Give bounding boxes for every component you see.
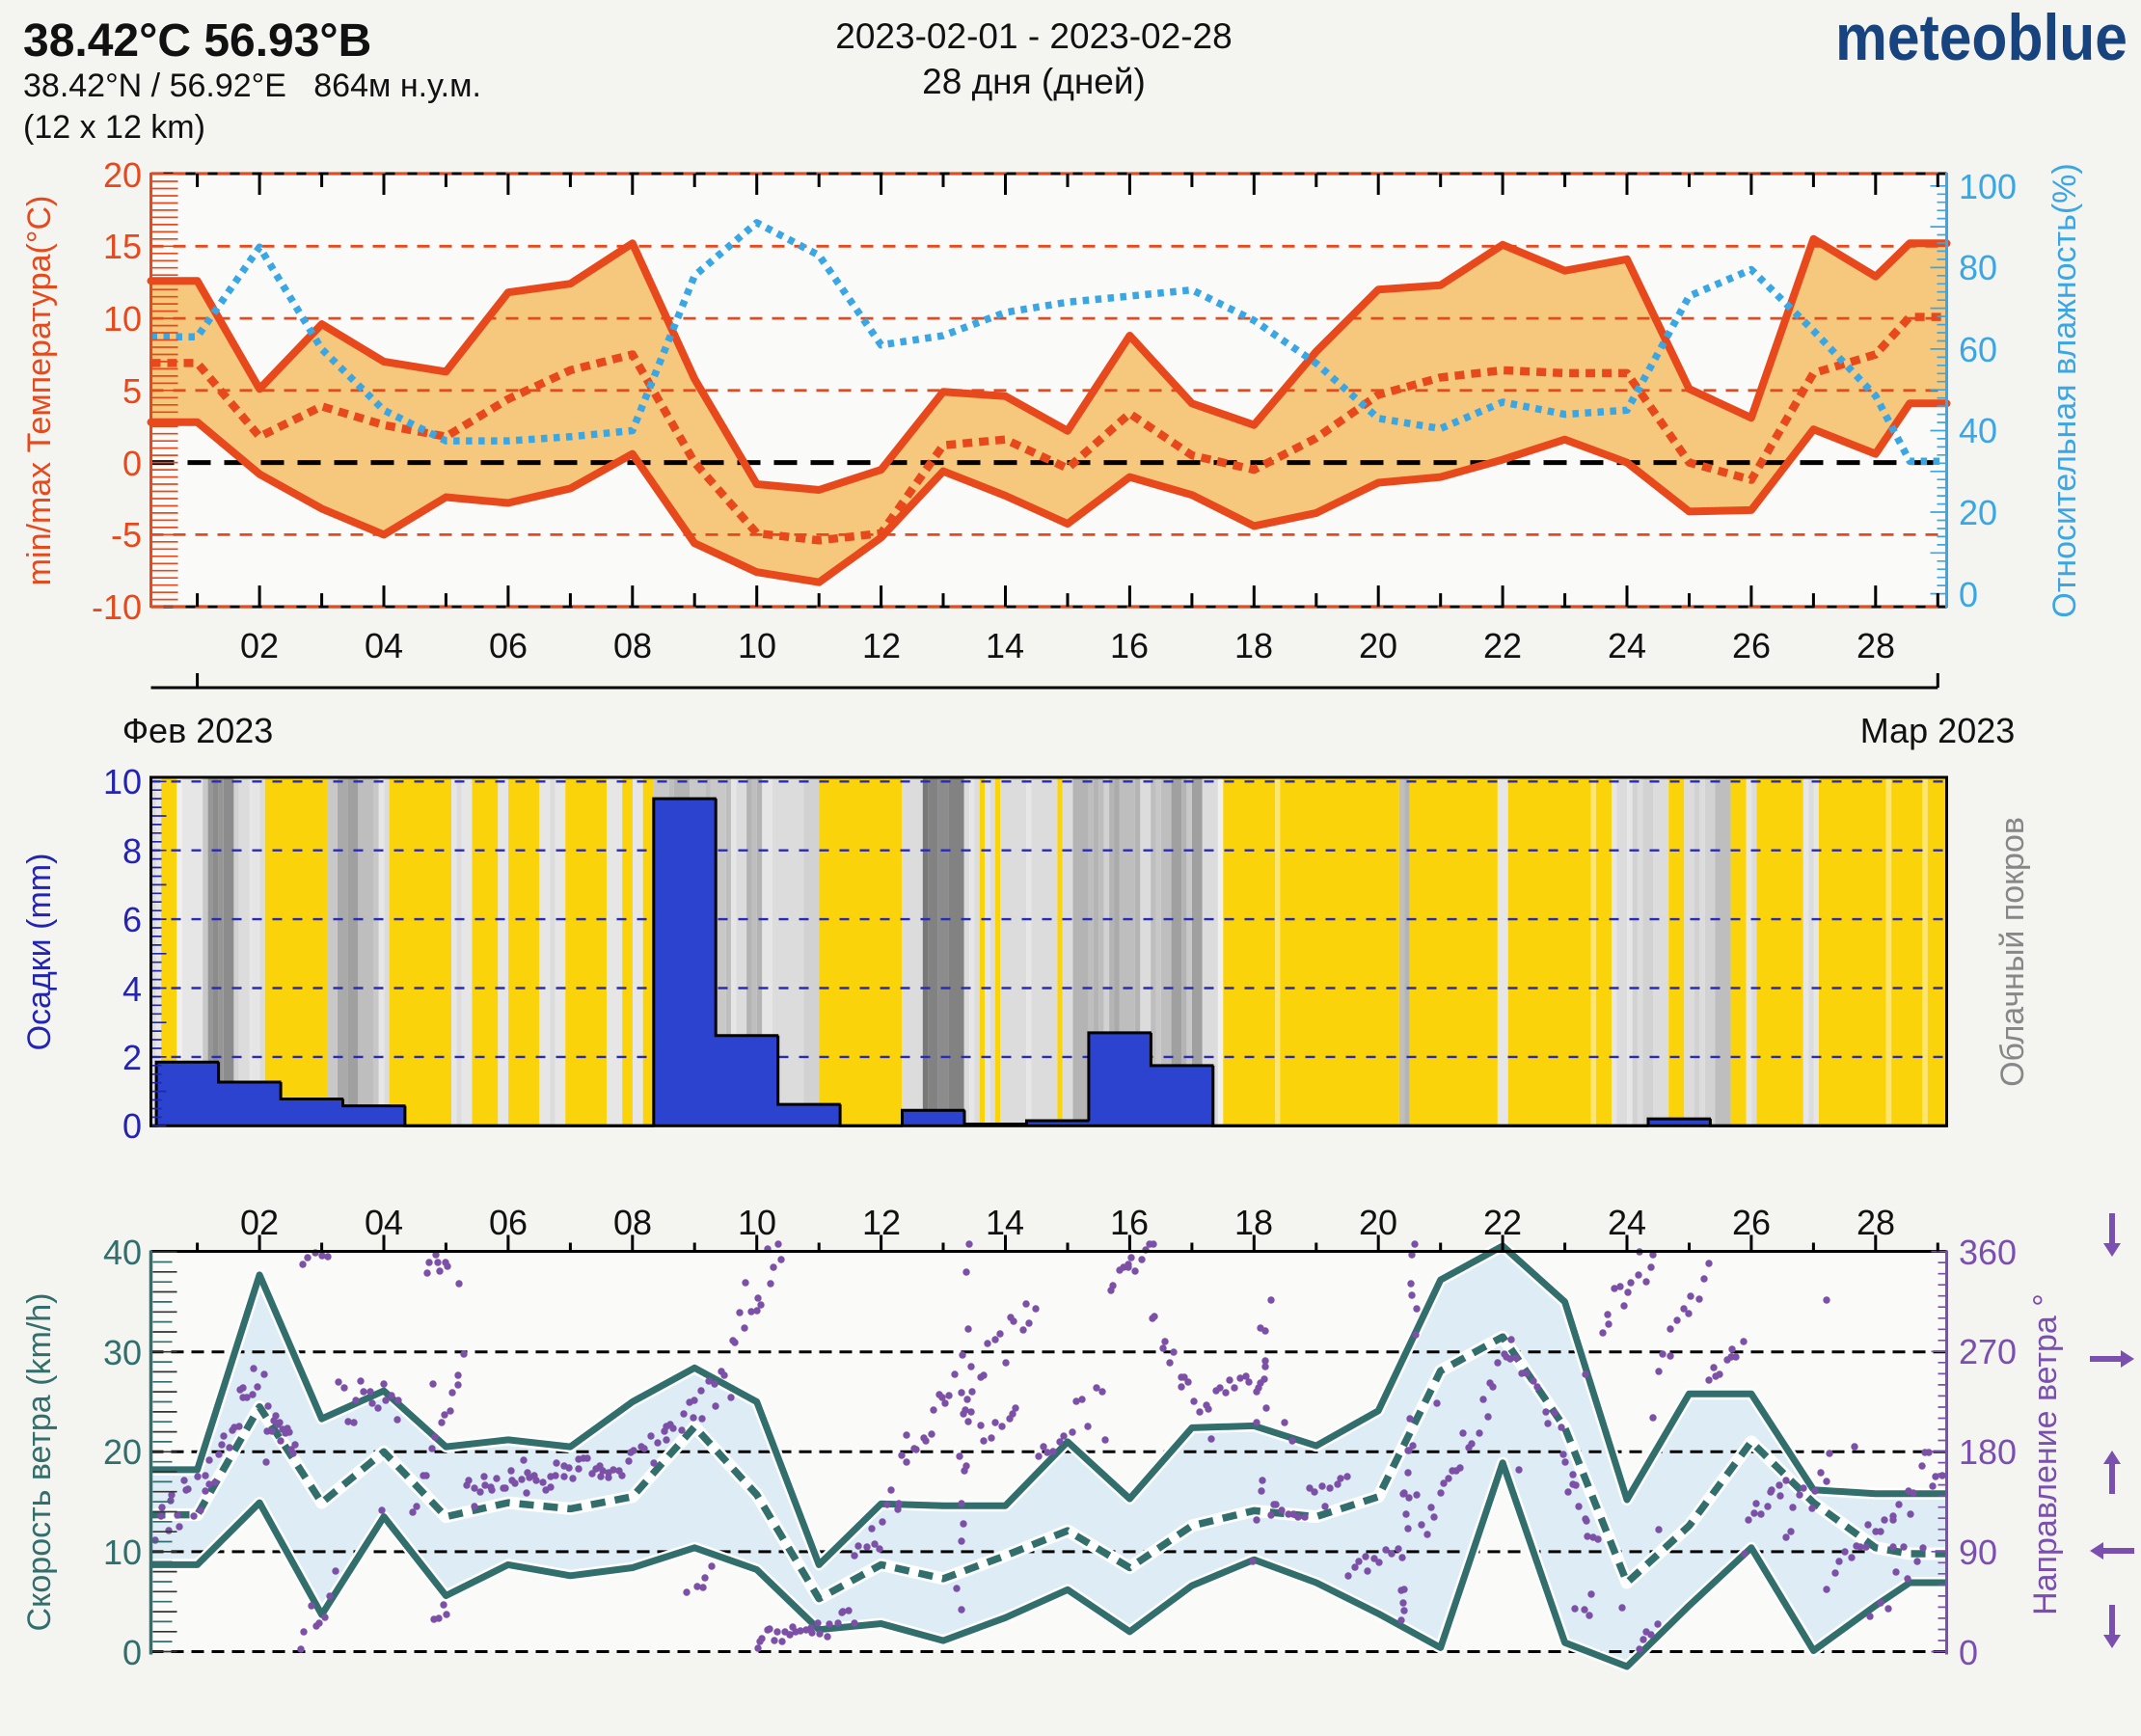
- svg-text:26: 26: [1732, 1203, 1771, 1242]
- svg-text:24: 24: [1608, 1203, 1646, 1242]
- svg-text:40: 40: [1959, 411, 1997, 450]
- svg-text:16: 16: [1110, 626, 1149, 665]
- svg-text:04: 04: [365, 626, 403, 665]
- svg-text:04: 04: [365, 1203, 403, 1242]
- svg-text:6: 6: [122, 900, 142, 939]
- svg-text:18: 18: [1234, 626, 1273, 665]
- svg-text:06: 06: [489, 626, 528, 665]
- svg-text:40: 40: [103, 1233, 142, 1272]
- svg-text:10: 10: [103, 1533, 142, 1572]
- svg-text:100: 100: [1959, 167, 2017, 206]
- svg-text:2: 2: [122, 1038, 142, 1077]
- svg-text:28: 28: [1856, 1203, 1895, 1242]
- svg-text:10: 10: [738, 626, 776, 665]
- svg-text:08: 08: [613, 1203, 652, 1242]
- svg-text:0: 0: [122, 1633, 142, 1672]
- svg-text:06: 06: [489, 1203, 528, 1242]
- svg-text:-10: -10: [92, 587, 142, 627]
- svg-text:12: 12: [862, 1203, 901, 1242]
- svg-text:20: 20: [103, 1432, 142, 1472]
- svg-text:0: 0: [122, 1106, 142, 1146]
- svg-text:20: 20: [103, 155, 142, 195]
- svg-text:16: 16: [1110, 1203, 1149, 1242]
- svg-text:Мар 2023: Мар 2023: [1860, 711, 2016, 750]
- svg-text:5: 5: [122, 371, 142, 411]
- svg-text:-5: -5: [111, 515, 142, 555]
- svg-text:Относительная влажность(%): Относительная влажность(%): [2046, 163, 2083, 617]
- svg-text:270: 270: [1959, 1332, 2017, 1371]
- svg-text:22: 22: [1483, 626, 1522, 665]
- svg-text:(12 x 12 km): (12 x 12 km): [23, 109, 205, 146]
- svg-text:0: 0: [1959, 575, 1978, 614]
- svg-text:360: 360: [1959, 1233, 2017, 1272]
- svg-text:38.42°N / 56.92°E 864м н.у.м: 38.42°N / 56.92°E 864м н.у.м.: [23, 68, 481, 104]
- svg-text:20: 20: [1359, 626, 1397, 665]
- svg-text:02: 02: [240, 626, 279, 665]
- svg-text:10: 10: [738, 1203, 776, 1242]
- svg-text:2023-02-01 - 2023-02-28: 2023-02-01 - 2023-02-28: [835, 16, 1232, 56]
- svg-text:10: 10: [103, 762, 142, 801]
- svg-text:28: 28: [1856, 626, 1895, 665]
- svg-text:meteoblue: meteoblue: [1835, 1, 2127, 74]
- svg-text:20: 20: [1359, 1203, 1397, 1242]
- svg-text:4: 4: [122, 969, 142, 1009]
- svg-text:0: 0: [122, 444, 142, 483]
- svg-text:90: 90: [1959, 1533, 1997, 1572]
- svg-text:26: 26: [1732, 626, 1771, 665]
- svg-text:08: 08: [613, 626, 652, 665]
- svg-text:14: 14: [986, 626, 1024, 665]
- svg-text:Направление ветра °: Направление ветра °: [2027, 1293, 2064, 1615]
- svg-text:Осадки (mm): Осадки (mm): [21, 854, 58, 1051]
- svg-text:02: 02: [240, 1203, 279, 1242]
- svg-text:Скорость ветра (km/h): Скорость ветра (km/h): [21, 1293, 58, 1632]
- svg-text:8: 8: [122, 831, 142, 871]
- svg-text:12: 12: [862, 626, 901, 665]
- svg-text:20: 20: [1959, 493, 1997, 532]
- svg-text:80: 80: [1959, 248, 1997, 287]
- svg-text:Фев 2023: Фев 2023: [122, 711, 274, 750]
- svg-text:14: 14: [986, 1203, 1024, 1242]
- svg-text:30: 30: [103, 1333, 142, 1372]
- svg-text:60: 60: [1959, 330, 1997, 369]
- svg-text:18: 18: [1234, 1203, 1273, 1242]
- svg-text:min/max Температура(°C): min/max Температура(°C): [21, 196, 58, 586]
- svg-text:0: 0: [1959, 1633, 1978, 1672]
- svg-text:24: 24: [1608, 626, 1646, 665]
- svg-text:22: 22: [1483, 1203, 1522, 1242]
- svg-text:38.42°C 56.93°В: 38.42°C 56.93°В: [23, 15, 371, 67]
- svg-text:10: 10: [103, 299, 142, 339]
- svg-text:180: 180: [1959, 1432, 2017, 1472]
- svg-text:28 дня (дней): 28 дня (дней): [922, 62, 1146, 101]
- svg-text:Облачный покров: Облачный покров: [1994, 817, 2031, 1087]
- svg-text:15: 15: [103, 227, 142, 266]
